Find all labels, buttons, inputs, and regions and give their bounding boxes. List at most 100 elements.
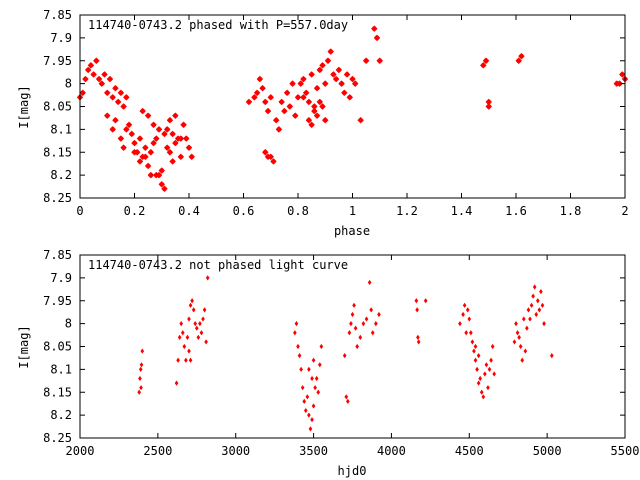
unphased-data-point <box>478 375 483 382</box>
unphased-data-point <box>475 366 479 372</box>
phased-data-point <box>169 158 176 165</box>
phased-x-tick-label: 0.2 <box>124 204 146 218</box>
unphased-data-point <box>191 307 196 313</box>
phased-data-point <box>120 103 127 110</box>
phased-data-point <box>273 117 280 124</box>
unphased-x-tick-label: 2500 <box>143 444 172 458</box>
unphased-data-point <box>299 366 303 372</box>
phased-data-point <box>278 98 285 106</box>
unphased-data-point <box>314 375 319 382</box>
unphased-data-point <box>465 307 470 313</box>
phased-data-point <box>112 85 119 92</box>
phased-data-point <box>313 85 321 92</box>
unphased-plot-frame <box>79 254 626 439</box>
phased-y-tick-label: 8.2 <box>50 168 72 182</box>
phased-data-point <box>180 121 187 128</box>
unphased-data-point <box>188 357 193 363</box>
phased-data-point <box>286 103 294 110</box>
unphased-y-tick-label: 7.95 <box>43 294 72 308</box>
unphased-data-point <box>367 279 372 286</box>
phased-data-point <box>109 126 116 133</box>
phased-data-point <box>264 107 272 115</box>
phased-data-point <box>155 126 163 133</box>
phased-data-point <box>142 144 149 151</box>
unphased-data-point <box>414 298 419 304</box>
unphased-data-point <box>297 353 302 359</box>
phased-data-point <box>106 75 114 83</box>
phased-data-point <box>346 94 353 101</box>
unphased-data-point <box>484 362 489 368</box>
unphased-data-point <box>202 307 207 313</box>
phased-data-point <box>338 80 345 87</box>
unphased-chart: 2000 2500 3000 3500 4000 4500 5000 5500 7.85 7.9 7… <box>17 248 639 478</box>
unphased-y-tick-label: 8.2 <box>50 408 72 422</box>
phased-data-point <box>371 25 378 32</box>
phased-data-point <box>120 144 127 151</box>
unphased-data-point <box>182 343 187 350</box>
unphased-data-point <box>369 307 374 313</box>
phased-data-point <box>95 75 103 83</box>
unphased-data-point <box>469 330 473 336</box>
phased-data-point <box>292 112 299 119</box>
unphased-data-point <box>293 330 297 336</box>
phased-data-point <box>139 107 146 115</box>
unphased-data-point <box>358 334 363 340</box>
unphased-data-point <box>305 394 310 400</box>
unphased-data-point <box>364 316 369 322</box>
unphased-data-point <box>476 380 481 386</box>
phased-data-point <box>104 89 111 96</box>
phased-y-axis-label: I[mag] <box>17 85 31 128</box>
unphased-data-point <box>311 357 316 363</box>
unphased-data-point <box>461 311 465 318</box>
unphased-data-point <box>476 353 481 359</box>
phased-y-tick-label: 8.15 <box>43 145 72 159</box>
phased-data-point <box>185 144 193 151</box>
unphased-data-point <box>137 389 141 395</box>
phased-data-point <box>349 75 356 83</box>
phased-data-point <box>147 149 155 156</box>
unphased-data-point <box>204 339 208 345</box>
phased-data-point <box>259 85 266 92</box>
unphased-data-point <box>483 371 487 377</box>
phased-data-point <box>158 167 165 174</box>
phased-data-point <box>297 80 304 87</box>
phased-y-tick-label: 7.9 <box>50 31 72 45</box>
phased-data-point <box>308 121 315 128</box>
unphased-x-axis-label: hjd0 <box>338 464 367 478</box>
unphased-data-point <box>310 375 314 382</box>
unphased-data-point <box>416 339 421 345</box>
phased-data-point <box>84 66 92 74</box>
phased-ticks: 0 0.2 0.4 0.6 0.8 1 1.2 1.4 1.6 1.8 2 7.85 7.9 7.95 8 8… <box>43 8 629 218</box>
phased-data-point <box>117 135 125 142</box>
phased-x-tick-label: 1.8 <box>560 204 582 218</box>
phased-data-point <box>300 94 307 101</box>
unphased-points <box>137 275 554 432</box>
unphased-data-point <box>479 389 484 395</box>
unphased-data-point <box>296 343 300 350</box>
unphased-data-point <box>303 407 308 414</box>
unphased-data-point <box>549 353 554 359</box>
phased-data-point <box>616 80 623 87</box>
unphased-x-tick-label: 2000 <box>66 444 95 458</box>
unphased-data-point <box>179 321 184 327</box>
unphased-data-point <box>467 316 472 322</box>
phased-y-tick-label: 8.25 <box>43 191 72 205</box>
unphased-data-point <box>529 302 534 308</box>
phased-data-point <box>109 94 116 101</box>
unphased-data-point <box>492 371 497 377</box>
unphased-data-point <box>310 417 314 423</box>
unphased-data-point <box>347 330 352 336</box>
unphased-data-point <box>319 343 324 350</box>
phased-data-point <box>136 135 144 142</box>
phased-data-point <box>256 75 264 83</box>
unphased-data-point <box>489 357 493 363</box>
unphased-data-point <box>423 298 428 304</box>
phased-data-point <box>332 75 340 83</box>
phased-data-point <box>330 71 337 78</box>
phased-data-point <box>335 66 343 74</box>
phased-data-point <box>619 71 626 78</box>
phased-data-point <box>313 112 321 119</box>
phased-data-point <box>245 98 253 106</box>
unphased-data-point <box>139 362 144 368</box>
phased-data-point <box>289 80 296 87</box>
